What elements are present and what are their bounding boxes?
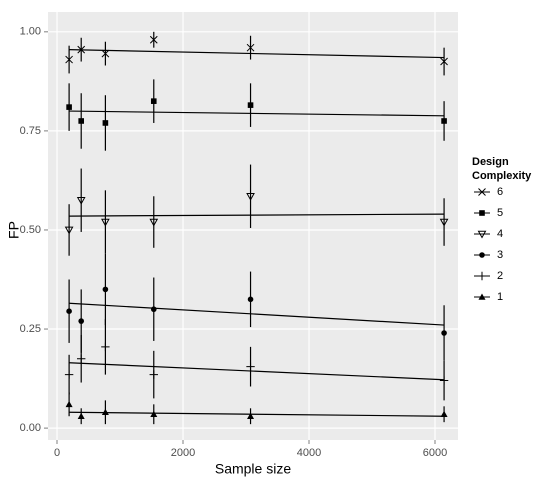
y-tick-label: 0.50 xyxy=(20,224,41,236)
legend-title: Design xyxy=(472,156,509,168)
fit-line xyxy=(69,302,445,326)
point xyxy=(149,35,158,44)
x-tick-label: 0 xyxy=(54,447,60,459)
point xyxy=(441,118,447,124)
point xyxy=(66,308,72,315)
point xyxy=(150,306,157,313)
point xyxy=(149,370,158,379)
y-tick-label: 0.00 xyxy=(20,422,41,434)
y-tick-label: 0.75 xyxy=(20,125,41,137)
fit-line xyxy=(69,213,445,217)
point xyxy=(102,120,109,126)
legend-title: Complexity xyxy=(472,170,532,182)
legend-label: 3 xyxy=(497,249,503,261)
point xyxy=(101,342,110,352)
point xyxy=(76,196,86,205)
point xyxy=(101,49,110,58)
point xyxy=(101,408,109,416)
point xyxy=(247,412,255,420)
y-axis-title: FP xyxy=(6,221,22,239)
point xyxy=(101,218,110,227)
panel xyxy=(48,12,458,440)
fit-line xyxy=(69,362,445,381)
point xyxy=(441,330,447,336)
fit-line xyxy=(69,411,445,417)
x-tick-label: 4000 xyxy=(297,447,321,459)
point xyxy=(65,55,73,64)
x-tick-label: 6000 xyxy=(423,447,447,459)
point xyxy=(77,412,85,420)
legend-key-symbol xyxy=(478,293,486,300)
point xyxy=(77,354,86,363)
legend-label: 5 xyxy=(497,207,503,219)
point xyxy=(102,286,109,293)
point xyxy=(150,98,157,104)
legend-label: 4 xyxy=(497,228,503,240)
legend-key-symbol xyxy=(479,210,485,216)
legend-key-symbol xyxy=(478,188,486,196)
point xyxy=(440,57,448,66)
point xyxy=(65,400,73,408)
point xyxy=(78,118,85,124)
point xyxy=(64,370,74,379)
y-tick-label: 1.00 xyxy=(20,26,41,38)
fit-line xyxy=(69,110,445,117)
legend-label: 1 xyxy=(497,291,503,303)
y-tick-label: 0.25 xyxy=(20,323,41,335)
point xyxy=(439,376,449,385)
point xyxy=(439,218,449,227)
point xyxy=(64,226,74,235)
x-axis-title: Sample size xyxy=(215,461,291,477)
fit-line xyxy=(69,49,445,59)
point xyxy=(440,410,448,418)
legend-label: 6 xyxy=(497,186,503,198)
point xyxy=(246,192,255,201)
point xyxy=(78,318,85,324)
legend-key-symbol xyxy=(477,271,487,281)
legend-label: 2 xyxy=(497,270,503,282)
point xyxy=(246,43,255,52)
point xyxy=(247,102,254,108)
point xyxy=(150,410,158,418)
point xyxy=(66,104,72,110)
point xyxy=(247,296,254,303)
legend-key-symbol xyxy=(479,252,485,258)
point xyxy=(149,218,159,227)
legend-key-symbol xyxy=(477,230,487,239)
point xyxy=(246,362,255,371)
x-tick-label: 2000 xyxy=(171,447,195,459)
